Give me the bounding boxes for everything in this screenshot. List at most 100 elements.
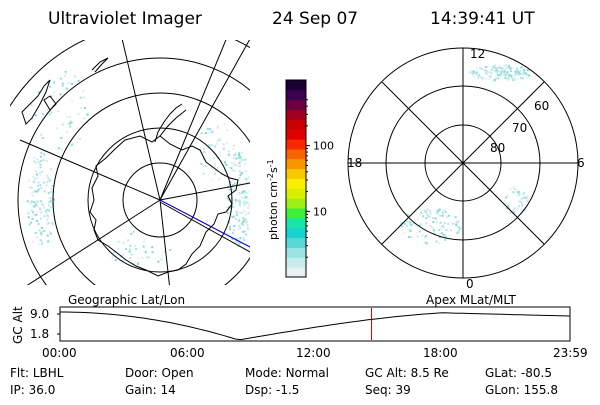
emission-pixel: [36, 176, 39, 179]
emission-pixel: [507, 76, 510, 79]
emission-pixel: [430, 225, 433, 228]
emission-pixel: [435, 240, 438, 243]
emission-pixel: [241, 159, 244, 161]
emission-pixel: [526, 73, 529, 76]
emission-pixel: [241, 191, 244, 194]
emission-pixel: [475, 72, 478, 74]
emission-pixel: [47, 192, 50, 195]
emission-pixel: [454, 216, 457, 218]
emission-pixel: [61, 84, 64, 87]
emission-pixel: [476, 77, 479, 80]
emission-pixel: [232, 148, 235, 150]
emission-pixel: [235, 213, 238, 216]
emission-pixel: [82, 96, 85, 99]
emission-pixel: [49, 200, 52, 202]
emission-pixel: [499, 73, 501, 75]
emission-pixel: [226, 212, 229, 215]
emission-pixel: [37, 210, 40, 213]
emission-pixel: [208, 144, 211, 147]
emission-pixel: [429, 212, 432, 215]
emission-pixel: [42, 181, 45, 184]
emission-pixel: [520, 197, 523, 200]
emission-pixel: [246, 183, 249, 186]
emission-pixel: [79, 96, 82, 99]
colorbar-segment: [286, 129, 306, 140]
emission-pixel: [46, 218, 49, 221]
emission-pixel: [233, 170, 236, 173]
emission-pixel: [243, 200, 246, 203]
emission-pixel: [33, 201, 36, 204]
emission-pixel: [136, 263, 139, 266]
info-gc-alt: GC Alt: 8.5 Re: [365, 366, 449, 380]
emission-pixel: [241, 222, 244, 225]
emission-pixel: [518, 204, 521, 207]
emission-pixel: [38, 172, 41, 175]
emission-pixel: [127, 239, 130, 242]
emission-pixel: [420, 223, 423, 226]
emission-pixel: [51, 185, 54, 188]
emission-pixel: [513, 72, 516, 75]
emission-pixel: [485, 65, 488, 68]
emission-pixel: [410, 223, 413, 226]
emission-pixel: [46, 181, 49, 184]
emission-pixel: [486, 70, 489, 73]
emission-pixel: [516, 70, 519, 73]
emission-pixel: [522, 193, 525, 196]
emission-pixel: [409, 221, 412, 224]
emission-pixel: [238, 220, 241, 223]
emission-pixel: [495, 72, 498, 75]
emission-pixel: [243, 196, 245, 199]
emission-pixel: [147, 256, 150, 259]
emission-pixel: [26, 200, 29, 203]
emission-pixel: [207, 132, 210, 135]
emission-pixel: [245, 222, 248, 225]
emission-pixel: [512, 78, 515, 80]
emission-pixel: [244, 197, 247, 200]
emission-pixel: [122, 241, 125, 244]
emission-pixel: [232, 229, 235, 232]
emission-pixel: [498, 66, 501, 69]
emission-pixel: [218, 151, 221, 154]
emission-pixel: [39, 174, 42, 177]
emission-pixel: [40, 187, 43, 190]
emission-pixel: [239, 182, 242, 185]
emission-pixel: [40, 155, 42, 158]
emission-pixel: [499, 74, 502, 77]
emission-pixel: [39, 171, 42, 173]
emission-pixel: [60, 137, 63, 139]
emission-pixel: [30, 208, 33, 211]
emission-pixel: [500, 70, 503, 73]
geographic-map: [10, 40, 250, 285]
emission-pixel: [37, 181, 40, 184]
emission-pixel: [458, 226, 461, 229]
emission-pixel: [238, 161, 241, 164]
emission-pixel: [227, 198, 230, 201]
emission-pixel: [33, 160, 35, 163]
emission-pixel: [57, 110, 60, 113]
emission-pixel: [49, 197, 52, 199]
emission-pixel: [210, 131, 213, 134]
emission-pixel: [447, 214, 450, 217]
colorbar-segment: [286, 139, 306, 150]
emission-pixel: [237, 241, 240, 244]
emission-pixel: [229, 228, 232, 231]
emission-pixel: [445, 229, 448, 232]
emission-pixel: [132, 262, 135, 265]
emission-pixel: [36, 158, 39, 161]
emission-pixel: [231, 205, 234, 207]
colorbar-segment: [286, 89, 306, 101]
colorbar-unit-label: photon cm-2s-1: [266, 159, 280, 240]
emission-pixel: [234, 199, 237, 202]
emission-pixel: [422, 228, 425, 231]
emission-pixel: [237, 157, 240, 159]
emission-pixel: [80, 106, 83, 109]
emission-pixel: [416, 235, 419, 238]
emission-pixel: [413, 219, 416, 222]
emission-pixel: [235, 238, 238, 241]
time-tick-18: 18:00: [423, 346, 458, 360]
emission-pixel: [240, 159, 243, 161]
emission-pixel: [240, 196, 242, 199]
emission-pixel: [493, 65, 496, 68]
emission-pixel: [230, 198, 233, 200]
antarctica-coastline: [89, 135, 239, 277]
